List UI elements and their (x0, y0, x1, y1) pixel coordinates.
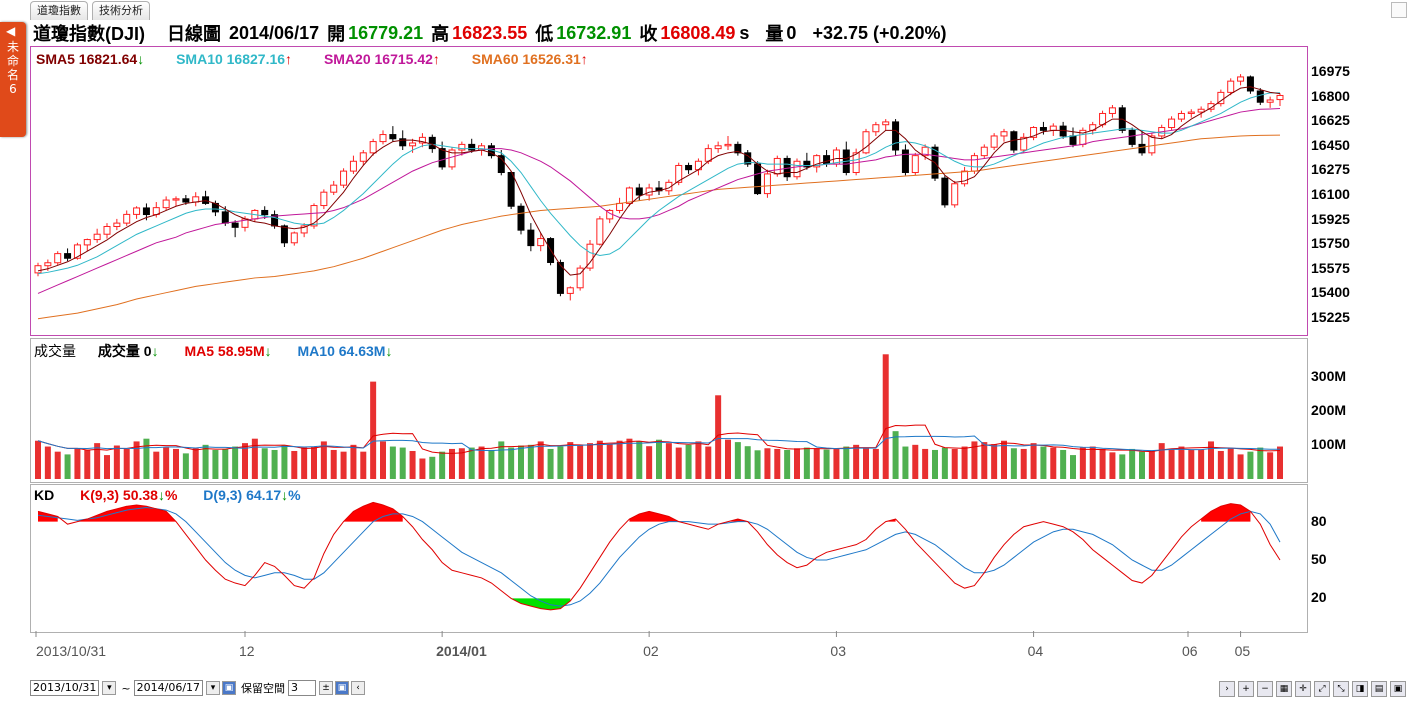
kd-d-value: D(9,3) 64.17↓% (203, 487, 301, 503)
date-tick-label: 05 (1234, 643, 1251, 659)
date-tick-label: 04 (1027, 643, 1044, 659)
volume-ma10: MA10 64.63M↓ (297, 343, 393, 359)
low-value: 16732.91 (556, 22, 632, 43)
date-tick-label: 2013/10/31 (36, 643, 107, 659)
settings-icon[interactable]: ▣ (335, 681, 350, 695)
open-value: 16779.21 (348, 22, 424, 43)
compress-icon[interactable]: ⤡ (1333, 681, 1349, 697)
quote-date: 2014/06/17 (229, 22, 320, 43)
kd-panel-title: KD (34, 487, 55, 503)
price-legend: SMA5 16821.64↓ SMA10 16827.16↑ SMA20 167… (36, 51, 588, 67)
end-date-dropdown-icon[interactable]: ▾ (206, 681, 221, 695)
date-tick-label: 02 (643, 643, 659, 659)
crosshair-icon[interactable]: ✛ (1295, 681, 1311, 697)
sma60-legend: SMA60 16526.31↑ (471, 51, 588, 67)
quote-header: 道瓊指數(DJI) 日線圖 2014/06/17 開 16779.21 高 16… (33, 22, 955, 45)
layout-side-tab[interactable]: ◀ 未命名6 (0, 22, 26, 137)
price-panel[interactable] (30, 46, 1308, 336)
sma5-legend: SMA5 16821.64↓ (36, 51, 145, 67)
apply-range-icon[interactable]: ▣ (222, 681, 237, 695)
kd-tick-label: 80 (1311, 512, 1327, 529)
kd-panel[interactable] (30, 484, 1308, 633)
open-label: 開 (327, 24, 346, 44)
volume-panel-title: 成交量 (34, 343, 76, 359)
reserve-space-field[interactable]: 3 (288, 680, 317, 696)
date-tick-label: 12 (239, 643, 255, 659)
zoom-out-icon[interactable]: − (1257, 681, 1273, 697)
spin-icon[interactable]: ± (319, 681, 334, 695)
price-tick-label: 16275 (1311, 161, 1350, 178)
expand-icon[interactable]: ⤢ (1314, 681, 1330, 697)
kd-tick-label: 20 (1311, 589, 1327, 606)
close-suffix: s (739, 22, 750, 43)
kd-legend: KD K(9,3) 50.38↓% D(9,3) 64.17↓% (34, 487, 301, 503)
price-tick-label: 15400 (1311, 284, 1350, 301)
price-tick-label: 15225 (1311, 309, 1350, 325)
high-value: 16823.55 (452, 22, 528, 43)
price-tick-label: 15750 (1311, 235, 1350, 252)
price-tick-label: 16100 (1311, 186, 1350, 202)
end-date-field[interactable]: 2014/06/17 (133, 680, 204, 696)
date-tick-label: 03 (830, 643, 846, 659)
print-icon[interactable]: ▤ (1371, 681, 1387, 697)
date-tick-label: 2014/01 (436, 643, 487, 659)
save-icon[interactable]: ▣ (1390, 681, 1406, 697)
close-label: 收 (639, 24, 658, 44)
start-date-dropdown-icon[interactable]: ▾ (102, 681, 117, 695)
price-tick-label: 15575 (1311, 259, 1350, 276)
price-tick-label: 16800 (1311, 87, 1350, 104)
reserve-space-label: 保留空間 (241, 682, 286, 695)
high-label: 高 (431, 24, 450, 44)
volume-current: 成交量 0↓ (97, 343, 159, 359)
change-value: +32.75 (+0.20%) (812, 22, 947, 43)
chart-toolbar: › + − ▦ ✛ ⤢ ⤡ ◨ ▤ ▣ (1216, 681, 1406, 697)
sma10-legend: SMA10 16827.16↑ (176, 51, 293, 67)
period-label[interactable]: 日線圖 (167, 24, 221, 44)
tab-dow-jones[interactable]: 道瓊指數 (30, 0, 88, 20)
date-tick-label: 06 (1182, 643, 1198, 659)
window-control-button[interactable] (1391, 2, 1407, 18)
close-value: 16808.49 (660, 22, 736, 43)
kd-k-value: K(9,3) 50.38↓% (80, 487, 178, 503)
volume-tick-label: 100M (1311, 435, 1347, 452)
volume-label: 量 (765, 24, 784, 44)
volume-legend: 成交量 成交量 0↓ MA5 58.95M↓ MA10 64.63M↓ (34, 341, 392, 361)
scroll-right-icon[interactable]: › (1219, 681, 1235, 697)
scroll-left-icon[interactable]: ‹ (351, 681, 366, 695)
tab-technical-analysis[interactable]: 技術分析 (92, 0, 150, 20)
volume-tick-label: 200M (1311, 401, 1347, 418)
price-tick-label: 16450 (1311, 136, 1350, 153)
symbol-title: 道瓊指數(DJI) (33, 24, 145, 44)
top-tab-bar: 道瓊指數 技術分析 (30, 0, 154, 20)
sma20-legend: SMA20 16715.42↑ (323, 51, 440, 67)
price-tick-label: 16625 (1311, 112, 1350, 129)
price-tick-label: 16975 (1311, 63, 1350, 79)
volume-ma5: MA5 58.95M↓ (184, 343, 272, 359)
grid-icon[interactable]: ▦ (1276, 681, 1292, 697)
zoom-in-icon[interactable]: + (1238, 681, 1254, 697)
range-separator: ~ (121, 681, 131, 695)
lock-icon[interactable]: ◨ (1352, 681, 1368, 697)
volume-value: 0 (786, 22, 797, 43)
kd-tick-label: 50 (1311, 551, 1327, 567)
collapse-arrow-icon[interactable]: ◀ (6, 24, 16, 38)
date-range-bar: 2013/10/31 ▾ ~ 2014/06/17 ▾ ▣ 保留空間 3 ± ▣… (30, 680, 367, 696)
price-tick-label: 15925 (1311, 210, 1350, 227)
side-tab-label: 未命名6 (6, 40, 19, 96)
volume-tick-label: 300M (1311, 367, 1347, 384)
start-date-field[interactable]: 2013/10/31 (30, 680, 100, 696)
low-label: 低 (535, 24, 554, 44)
